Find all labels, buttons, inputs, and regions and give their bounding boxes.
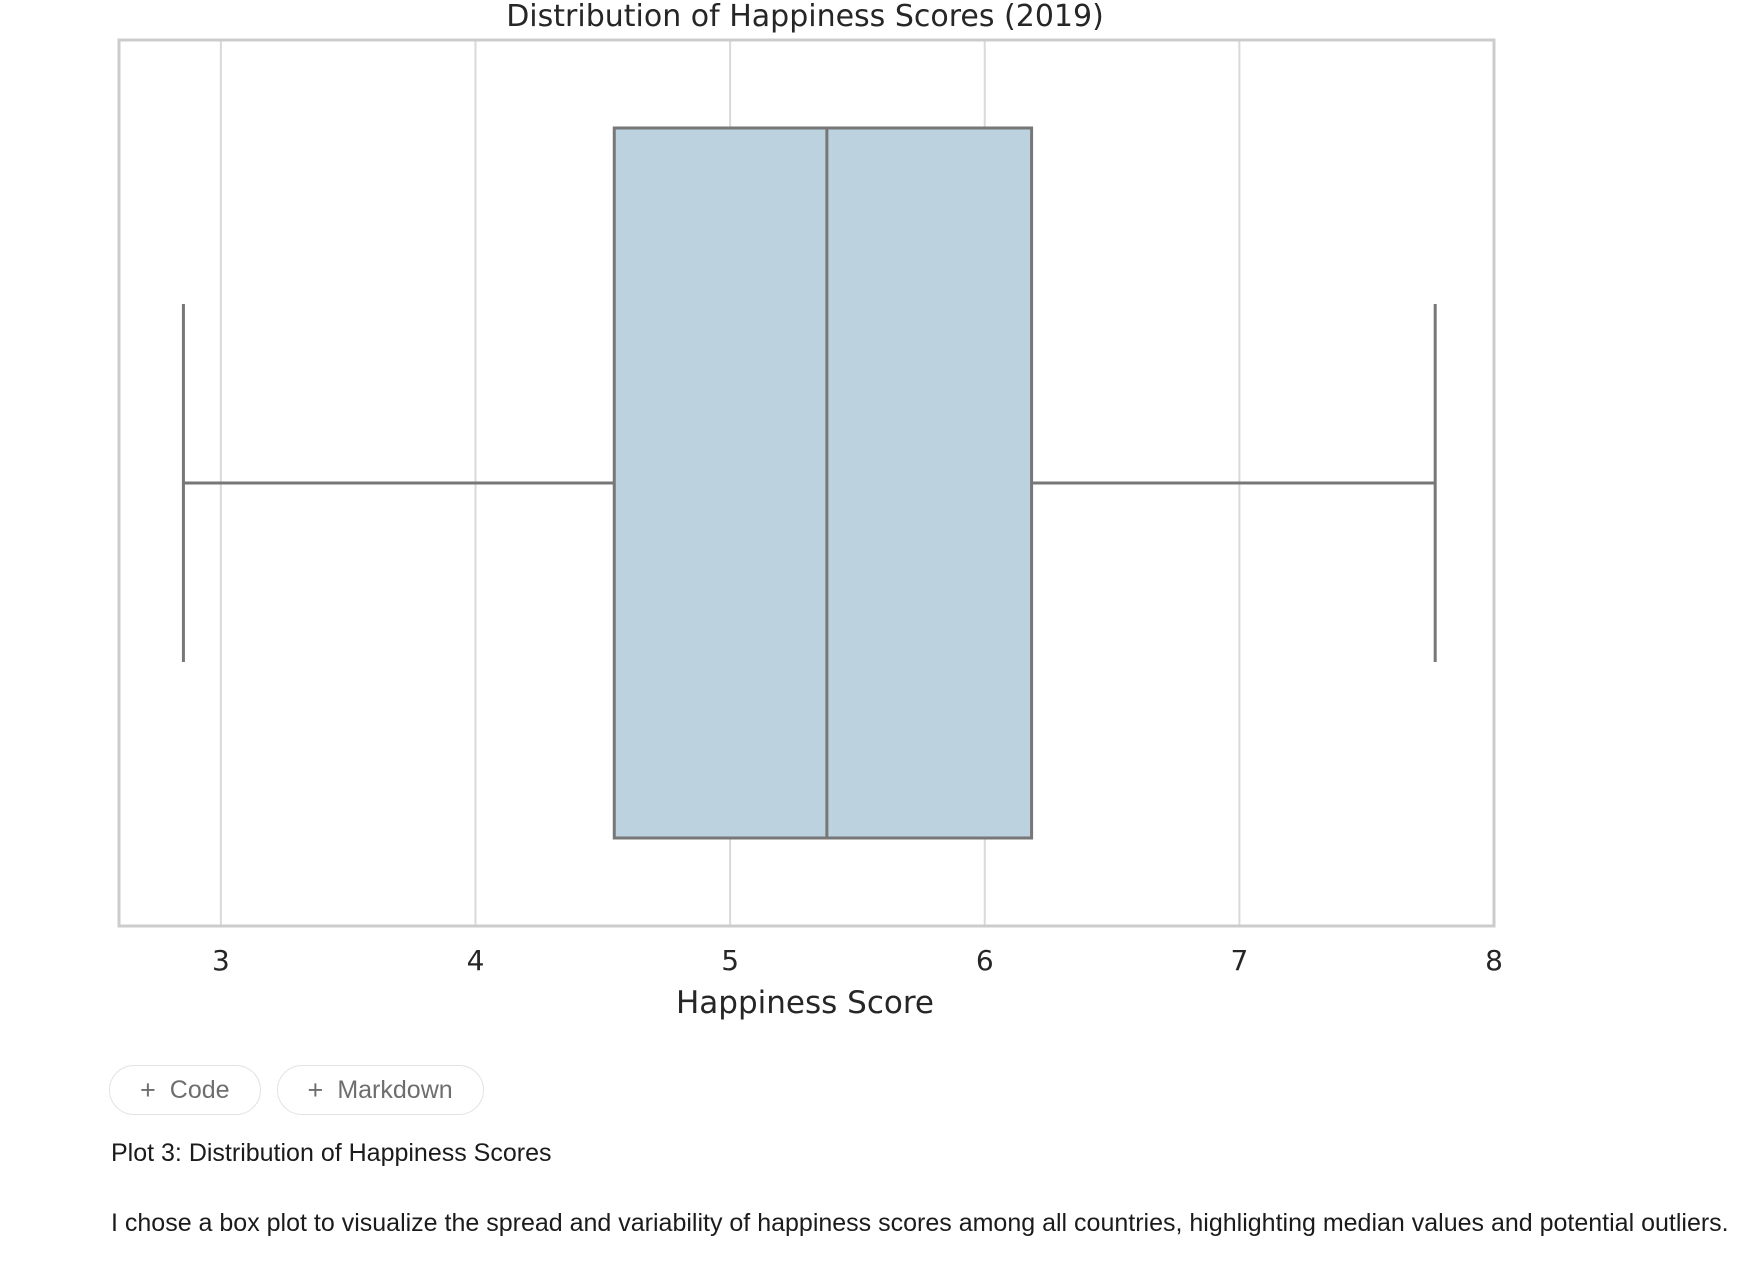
chart-title: Distribution of Happiness Scores (2019) — [506, 0, 1104, 34]
x-tick-label-6: 6 — [976, 944, 994, 977]
markdown-heading: Plot 3: Distribution of Happiness Scores — [111, 1139, 552, 1167]
iqr-box — [612, 126, 1034, 840]
add-code-cell-button[interactable]: + Code — [109, 1065, 261, 1115]
x-tick-label-7: 7 — [1230, 944, 1248, 977]
add-markdown-cell-button[interactable]: + Markdown — [276, 1065, 484, 1115]
add-cell-toolbar: + Code + Markdown — [109, 1065, 484, 1115]
box-plot-marks — [181, 126, 1437, 840]
x-tick-label-4: 4 — [467, 944, 485, 977]
plus-icon: + — [307, 1074, 324, 1105]
markdown-paragraph: I chose a box plot to visualize the spre… — [111, 1209, 1729, 1237]
add-code-label: Code — [169, 1075, 230, 1104]
x-tick-label-3: 3 — [212, 944, 230, 977]
happiness-box-plot: Distribution of Happiness Scores (2019) … — [117, 0, 1503, 1021]
x-axis-label: Happiness Score — [676, 985, 934, 1021]
plot-frame — [117, 38, 1496, 928]
x-tick-labels: 3 4 5 6 7 8 — [212, 944, 1503, 977]
markdown-cell: Plot 3: Distribution of Happiness Scores… — [111, 1136, 1741, 1243]
x-tick-label-5: 5 — [721, 944, 739, 977]
plus-icon: + — [140, 1074, 156, 1105]
add-markdown-label: Markdown — [337, 1075, 453, 1104]
x-tick-label-8: 8 — [1485, 944, 1503, 977]
